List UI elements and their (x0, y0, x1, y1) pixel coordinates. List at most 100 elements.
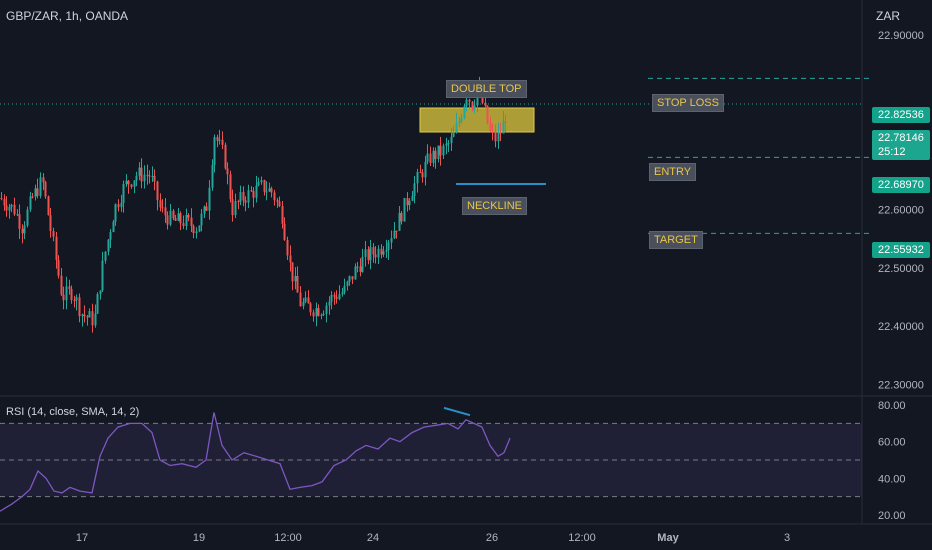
candle-body (224, 144, 227, 169)
price-tick-label-3: 22.60000 (878, 205, 924, 217)
rsi-tick-label-0: 20.00 (878, 510, 906, 522)
time-tick-label-1: 19 (193, 532, 205, 544)
candle-body (55, 236, 58, 260)
candle-body (179, 213, 182, 224)
rsi-divergence-line (443, 406, 471, 417)
rsi-band-fill (0, 423, 862, 497)
rsi-indicator-label[interactable]: RSI (14, close, SMA, 14, 2) (6, 406, 140, 418)
candle-body (468, 99, 471, 102)
candle-body (211, 164, 214, 188)
candle-body (486, 105, 489, 124)
candle-body (130, 184, 133, 187)
candle-body (60, 275, 63, 295)
candle-body (268, 188, 271, 192)
candle-body (198, 225, 201, 232)
candle-body (120, 202, 123, 208)
candle-body (307, 297, 310, 304)
candle-body (281, 206, 284, 224)
candle-body (164, 207, 167, 216)
candle-body (101, 260, 104, 291)
candle-body (354, 266, 357, 280)
candle-body (403, 198, 406, 222)
annotation-stop-loss[interactable]: STOP LOSS (652, 94, 724, 112)
candle-body (302, 301, 305, 307)
candle-body (140, 167, 143, 182)
candle-body (497, 132, 500, 142)
candle-body (112, 221, 115, 233)
candle-body (47, 196, 50, 216)
candle-body (455, 123, 458, 133)
candle-body (377, 248, 380, 258)
candle-body (161, 207, 164, 209)
candle-body (94, 313, 97, 326)
candle-body (476, 90, 479, 106)
candle-body (450, 136, 453, 144)
candle-body (122, 184, 125, 203)
candle-body (351, 276, 354, 280)
annotation-target[interactable]: TARGET (649, 231, 703, 249)
candle-body (42, 177, 45, 183)
symbol-title[interactable]: GBP/ZAR, 1h, OANDA (6, 9, 129, 23)
rsi-tick-label-1: 40.00 (878, 473, 906, 485)
current-price-value: 22.78146 (878, 132, 924, 144)
candle-body (390, 238, 393, 243)
candle-body (278, 201, 281, 207)
candle-body (400, 212, 403, 222)
candle-body (489, 123, 492, 131)
candle-body (432, 150, 435, 163)
rsi-tick-label-2: 60.00 (878, 437, 906, 449)
candle-body (263, 180, 266, 192)
candle-body (385, 249, 388, 252)
candle-body (218, 139, 221, 141)
candle-body (26, 209, 29, 226)
candle-body (244, 200, 247, 203)
candle-body (39, 177, 42, 196)
candle-body (75, 297, 78, 301)
candle-body (484, 102, 487, 106)
annotation-double-top[interactable]: DOUBLE TOP (446, 80, 527, 98)
candle-body (445, 143, 448, 146)
candle-body (380, 248, 383, 255)
candle-body (5, 205, 8, 211)
price-tick-label-1: 22.40000 (878, 321, 924, 333)
candle-body (200, 213, 203, 226)
candle-body (62, 294, 65, 301)
candle-body (174, 218, 177, 221)
candle-body (247, 190, 250, 203)
candle-body (369, 247, 372, 261)
candle-body (153, 175, 156, 182)
double-top-zone (419, 107, 535, 133)
candle-body (265, 191, 268, 193)
time-tick-label-2: 12:00 (274, 532, 302, 544)
candle-body (81, 314, 84, 317)
annotation-entry[interactable]: ENTRY (649, 163, 697, 181)
candle-body (114, 204, 117, 222)
candle-body (138, 167, 141, 176)
entry-price-badge: 22.68970 (872, 177, 930, 193)
candle-body (471, 101, 474, 110)
candle-body (226, 168, 229, 175)
rsi-tick-label-3: 80.00 (878, 400, 906, 412)
candle-body (156, 181, 159, 201)
candle-body (195, 231, 198, 234)
candle-body (398, 212, 401, 231)
candle-body (49, 215, 52, 231)
candle-body (356, 266, 359, 268)
candle-body (289, 255, 292, 263)
candle-body (458, 121, 461, 124)
candle-body (333, 294, 336, 297)
candle-body (250, 190, 253, 192)
candle-body (387, 242, 390, 250)
candle-body (133, 180, 136, 187)
candle-body (213, 137, 216, 165)
candle-body (68, 286, 71, 289)
candle-body (382, 251, 385, 255)
candle-body (460, 117, 463, 122)
candle-body (16, 214, 19, 216)
annotation-neckline[interactable]: NECKLINE (462, 197, 528, 215)
candle-body (190, 217, 193, 227)
stop-loss-price-badge: 22.82536 (872, 107, 930, 123)
candle-body (65, 286, 68, 301)
candle-body (36, 188, 39, 196)
